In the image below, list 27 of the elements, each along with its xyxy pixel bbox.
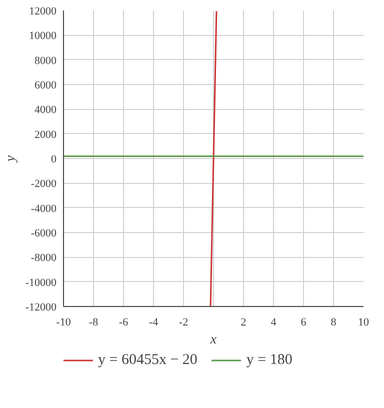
x-tick-label: -8 bbox=[88, 316, 99, 328]
y-tick-label: -6000 bbox=[30, 228, 57, 240]
x-tick-label: 10 bbox=[358, 316, 370, 328]
x-tick-label: 6 bbox=[300, 316, 307, 328]
x-tick-label: 8 bbox=[330, 316, 337, 328]
y-tick-label: -12000 bbox=[25, 302, 57, 314]
y-tick-label: -4000 bbox=[30, 202, 57, 215]
y-tick-label: 2000 bbox=[34, 128, 57, 141]
x-tick-label: -10 bbox=[56, 316, 72, 328]
y-axis-title: y bbox=[3, 154, 18, 164]
y-tick-label: -10000 bbox=[25, 276, 57, 289]
legend-label: y = 60455x − 20 bbox=[98, 352, 198, 368]
y-tick-label: 6000 bbox=[34, 80, 57, 92]
y-tick-label: 8000 bbox=[34, 54, 57, 67]
x-tick-label: -2 bbox=[178, 316, 188, 328]
y-tick-label: -2000 bbox=[30, 178, 57, 190]
y-tick-label: 0 bbox=[51, 154, 57, 166]
legend-label: y = 180 bbox=[246, 352, 292, 368]
x-axis-title: x bbox=[209, 332, 218, 348]
y-tick-label: 12000 bbox=[29, 6, 57, 18]
y-tick-label: 4000 bbox=[34, 104, 57, 116]
x-tick-label: -6 bbox=[118, 316, 129, 328]
x-tick-label: 2 bbox=[240, 316, 246, 328]
y-tick-label: 10000 bbox=[29, 30, 57, 42]
x-tick-label: -4 bbox=[148, 316, 159, 328]
x-tick-label: 4 bbox=[270, 316, 277, 328]
y-tick-label: -8000 bbox=[30, 252, 57, 264]
